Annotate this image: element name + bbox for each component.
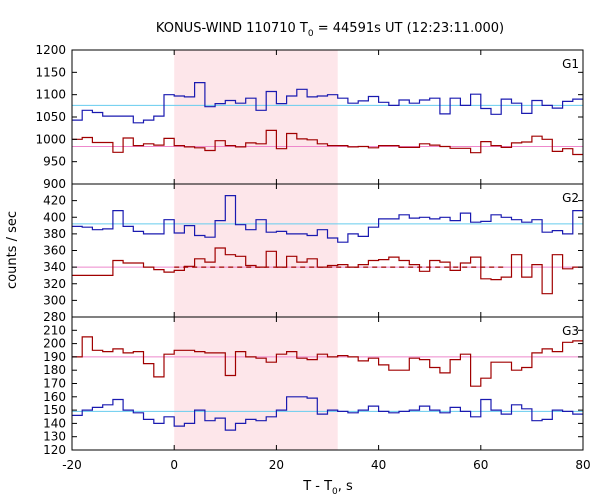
x-tick-label: 0 <box>170 458 178 472</box>
x-tick-label: 60 <box>473 458 488 472</box>
y-tick-label: 300 <box>43 293 66 307</box>
y-tick-label: 360 <box>43 244 66 258</box>
y-tick-label: 140 <box>43 416 66 430</box>
series-step-line <box>72 82 583 124</box>
series-step-line <box>72 396 583 431</box>
x-tick-label: -20 <box>62 458 82 472</box>
y-tick-label: 120 <box>43 443 66 457</box>
panel-label: G3 <box>562 324 579 338</box>
panel-label: G2 <box>562 191 579 205</box>
y-tick-label: 160 <box>43 390 66 404</box>
y-tick-label: 170 <box>43 377 66 391</box>
x-tick-label: 20 <box>269 458 284 472</box>
plot-layer: 90095010001050110011501200G1280300320340… <box>35 43 590 472</box>
x-axis-label: T - T0, s <box>302 479 353 497</box>
y-tick-label: 380 <box>43 227 66 241</box>
x-tick-label: 40 <box>371 458 386 472</box>
series-step-line <box>72 129 583 156</box>
y-tick-label: 150 <box>43 403 66 417</box>
series-step-line <box>72 195 583 243</box>
y-tick-label: 1100 <box>35 88 66 102</box>
y-tick-label: 190 <box>43 350 66 364</box>
y-tick-label: 420 <box>43 194 66 208</box>
y-tick-label: 1150 <box>35 65 66 79</box>
y-tick-label: 1000 <box>35 132 66 146</box>
y-tick-label: 1200 <box>35 43 66 57</box>
x-tick-label: 80 <box>575 458 590 472</box>
y-tick-label: 130 <box>43 430 66 444</box>
shaded-interval <box>174 50 338 450</box>
y-tick-label: 340 <box>43 260 66 274</box>
y-tick-label: 280 <box>43 310 66 324</box>
y-tick-label: 950 <box>43 155 66 169</box>
y-tick-label: 320 <box>43 277 66 291</box>
y-tick-label: 210 <box>43 323 66 337</box>
chart-title: KONUS-WIND 110710 T0 = 44591s UT (12:23:… <box>156 21 504 39</box>
series-step-line <box>72 247 583 295</box>
y-axis-label: counts / sec <box>5 211 20 289</box>
y-tick-label: 400 <box>43 210 66 224</box>
y-tick-label: 900 <box>43 177 66 191</box>
y-tick-label: 180 <box>43 363 66 377</box>
series-step-line <box>72 336 583 387</box>
y-tick-label: 200 <box>43 337 66 351</box>
y-tick-label: 1050 <box>35 110 66 124</box>
panel-label: G1 <box>562 57 579 71</box>
